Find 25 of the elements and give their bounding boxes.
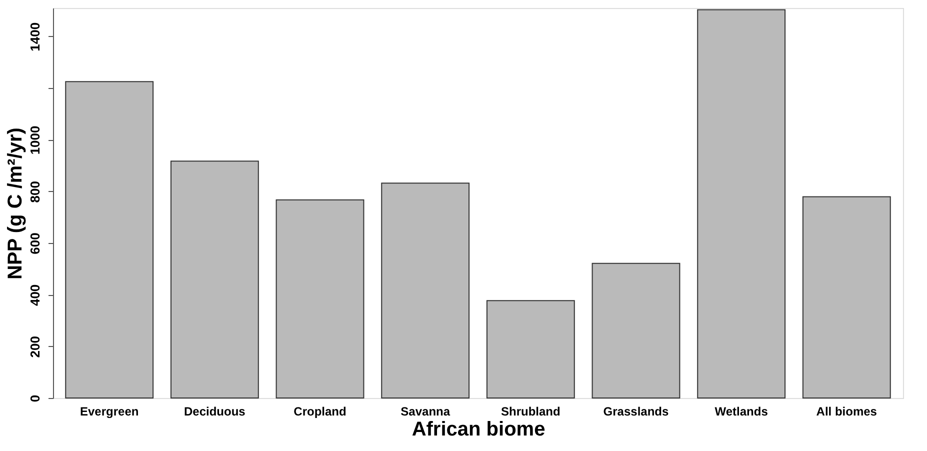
bar — [276, 199, 364, 398]
x-tick-label: Deciduous — [184, 404, 246, 418]
bar — [592, 262, 680, 398]
bar — [486, 300, 575, 398]
bar — [697, 9, 786, 398]
x-tick-label: All biomes — [816, 404, 878, 418]
y-tick-label: 0 — [28, 394, 42, 402]
x-axis-title: African biome — [412, 418, 546, 440]
bar — [381, 182, 470, 398]
x-tick-label: Cropland — [294, 404, 346, 418]
x-tick-label: Shrubland — [500, 404, 560, 418]
y-tick-label: 200 — [28, 336, 42, 358]
bar — [170, 160, 259, 398]
y-tick-label: 1400 — [28, 22, 42, 52]
x-tick-label: Evergreen — [80, 404, 139, 418]
x-tick-label: Savanna — [400, 404, 450, 418]
x-tick-label: Grasslands — [603, 404, 669, 418]
y-axis-title: NPP (g C /m²/yr) — [4, 128, 26, 280]
y-tick-label: 600 — [28, 232, 42, 254]
y-tick-label: 1000 — [28, 126, 42, 155]
bar — [65, 81, 154, 398]
bar — [802, 196, 891, 398]
y-tick-label: 400 — [28, 284, 42, 306]
y-tick-label: 800 — [28, 181, 42, 203]
x-tick-label: Wetlands — [714, 404, 768, 418]
